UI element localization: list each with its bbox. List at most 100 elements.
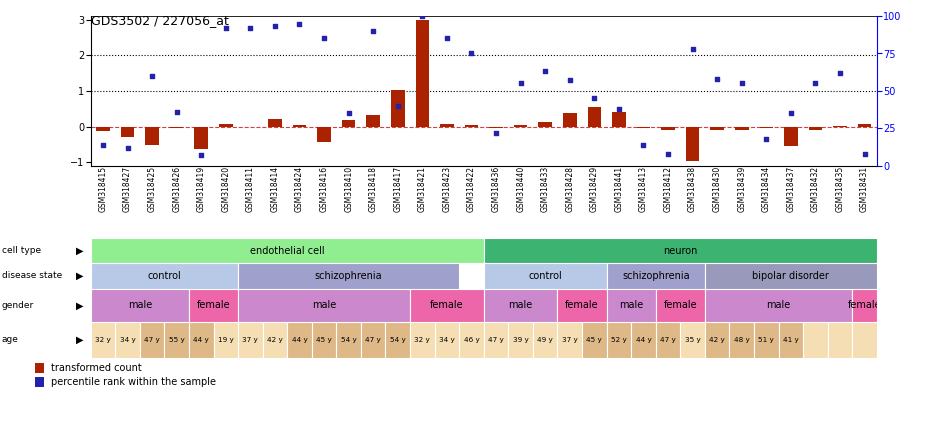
Text: GSM318436: GSM318436: [491, 166, 500, 212]
Text: 44 y: 44 y: [291, 337, 307, 343]
Text: 46 y: 46 y: [463, 337, 479, 343]
Bar: [116, 322, 140, 358]
Bar: [784, 127, 797, 147]
Bar: [759, 127, 773, 128]
Text: 44 y: 44 y: [193, 337, 209, 343]
Point: [144, 72, 159, 79]
Text: disease state: disease state: [2, 271, 62, 281]
Bar: [484, 289, 558, 322]
Bar: [91, 238, 484, 263]
Text: 41 y: 41 y: [783, 337, 799, 343]
Point: [243, 24, 258, 32]
Bar: [705, 263, 877, 289]
Bar: [287, 322, 312, 358]
Bar: [857, 124, 871, 127]
Text: 47 y: 47 y: [660, 337, 676, 343]
Text: 55 y: 55 y: [168, 337, 184, 343]
Point: [537, 68, 552, 75]
Text: 37 y: 37 y: [242, 337, 258, 343]
Text: male: male: [767, 301, 791, 310]
Text: GSM318416: GSM318416: [319, 166, 328, 212]
Point: [365, 28, 380, 35]
Bar: [268, 119, 282, 127]
Bar: [238, 263, 459, 289]
Text: GSM318410: GSM318410: [344, 166, 353, 212]
Bar: [91, 322, 116, 358]
Bar: [165, 322, 189, 358]
Text: GSM318417: GSM318417: [393, 166, 402, 212]
Bar: [705, 322, 730, 358]
Point: [415, 12, 430, 20]
Text: 52 y: 52 y: [611, 337, 627, 343]
Bar: [91, 263, 238, 289]
Text: 47 y: 47 y: [144, 337, 160, 343]
Bar: [415, 20, 429, 127]
Bar: [410, 322, 435, 358]
Text: GSM318430: GSM318430: [712, 166, 722, 212]
Point: [390, 103, 405, 110]
Bar: [342, 120, 355, 127]
Bar: [35, 363, 44, 373]
Point: [562, 77, 577, 84]
Text: 54 y: 54 y: [390, 337, 406, 343]
Text: GSM318438: GSM318438: [688, 166, 697, 212]
Bar: [189, 289, 238, 322]
Text: GSM318425: GSM318425: [148, 166, 156, 212]
Bar: [170, 127, 183, 128]
Bar: [96, 127, 110, 131]
Text: GSM318441: GSM318441: [614, 166, 623, 212]
Text: age: age: [2, 336, 19, 345]
Bar: [558, 322, 582, 358]
Bar: [730, 322, 754, 358]
Text: gender: gender: [2, 301, 34, 310]
Bar: [440, 124, 453, 127]
Text: female: female: [848, 301, 882, 310]
Text: female: female: [565, 301, 598, 310]
Bar: [656, 289, 705, 322]
Text: GSM318411: GSM318411: [246, 166, 255, 212]
Bar: [833, 126, 846, 127]
Bar: [656, 322, 680, 358]
Point: [292, 20, 307, 27]
Text: GSM318421: GSM318421: [418, 166, 426, 212]
Point: [341, 110, 356, 117]
Text: female: female: [663, 301, 697, 310]
Text: male: male: [509, 301, 533, 310]
Point: [660, 151, 675, 158]
Text: GSM318429: GSM318429: [590, 166, 598, 212]
Text: GSM318423: GSM318423: [442, 166, 451, 212]
Bar: [214, 322, 238, 358]
Point: [464, 50, 479, 57]
Text: ▶: ▶: [76, 271, 83, 281]
Bar: [607, 322, 631, 358]
Bar: [754, 322, 779, 358]
Text: GSM318431: GSM318431: [860, 166, 869, 212]
Text: percentile rank within the sample: percentile rank within the sample: [51, 377, 216, 387]
Point: [857, 151, 872, 158]
Bar: [219, 124, 232, 127]
Point: [95, 142, 110, 149]
Bar: [292, 125, 306, 127]
Bar: [337, 322, 361, 358]
Text: GSM318414: GSM318414: [270, 166, 279, 212]
Bar: [533, 322, 558, 358]
Text: control: control: [528, 271, 562, 281]
Text: GSM318420: GSM318420: [221, 166, 230, 212]
Bar: [803, 322, 828, 358]
Text: female: female: [197, 301, 230, 310]
Bar: [317, 127, 331, 142]
Bar: [710, 127, 724, 130]
Bar: [563, 113, 576, 127]
Text: GDS3502 / 227056_at: GDS3502 / 227056_at: [91, 14, 228, 27]
Bar: [121, 127, 134, 138]
Text: GSM318428: GSM318428: [565, 166, 574, 212]
Text: 47 y: 47 y: [365, 337, 381, 343]
Text: ▶: ▶: [76, 335, 83, 345]
Point: [783, 110, 798, 117]
Bar: [538, 123, 552, 127]
Bar: [631, 322, 656, 358]
Bar: [582, 322, 607, 358]
Point: [734, 80, 749, 87]
Text: GSM318424: GSM318424: [295, 166, 304, 212]
Bar: [484, 238, 877, 263]
